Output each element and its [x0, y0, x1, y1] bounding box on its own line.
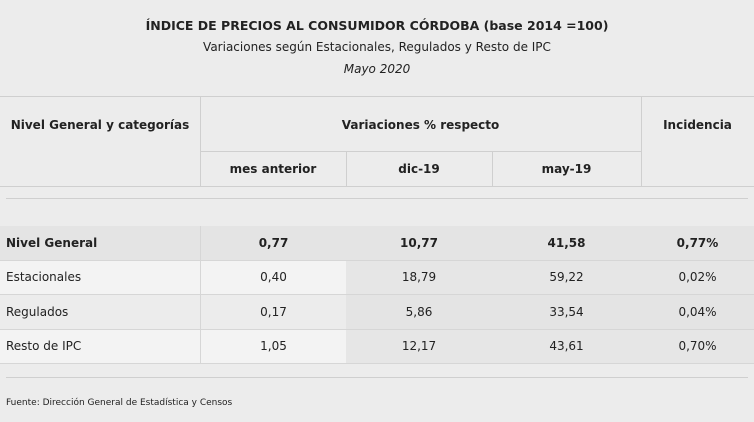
cell: 43,61	[492, 329, 641, 364]
cell: 0,77	[200, 226, 346, 261]
sub-header: dic-19	[398, 162, 440, 176]
cell: 59,22	[492, 260, 641, 295]
cell: 1,05	[200, 329, 346, 364]
title: ÍNDICE DE PRECIOS AL CONSUMIDOR CÓRDOBA …	[145, 17, 609, 33]
cell: 10,77	[346, 226, 492, 261]
cell: 12,17	[346, 329, 492, 364]
cell: 0,04%	[641, 295, 754, 330]
cell: 0,77%	[641, 226, 754, 261]
source: Fuente: Dirección General de Estadística…	[6, 398, 233, 408]
rule	[200, 96, 201, 186]
rule	[6, 377, 748, 378]
cell: 0,40	[200, 260, 346, 295]
cell: 5,86	[346, 295, 492, 330]
subtitle: Variaciones según Estacionales, Regulado…	[203, 40, 551, 54]
rule	[200, 151, 641, 152]
rule	[346, 151, 347, 186]
cell: 0,02%	[641, 260, 754, 295]
rule	[641, 96, 642, 186]
rule	[492, 151, 493, 186]
date: Mayo 2020	[343, 62, 411, 76]
cell: 18,79	[346, 260, 492, 295]
group-header: Variaciones % respecto	[341, 118, 500, 132]
row-label: Resto de IPC	[0, 329, 200, 364]
sub-header: may-19	[541, 162, 592, 176]
row-label: Estacionales	[0, 260, 200, 295]
cell: 41,58	[492, 226, 641, 261]
cell: 0,17	[200, 295, 346, 330]
rule	[6, 198, 748, 199]
row-label: Regulados	[0, 295, 200, 330]
row-label: Nivel General	[0, 226, 200, 261]
rule	[0, 96, 754, 97]
cell: 33,54	[492, 295, 641, 330]
column-header: Nivel General y categorías	[10, 118, 190, 132]
sub-header: mes anterior	[229, 162, 317, 176]
rule	[0, 186, 754, 187]
column-header: Incidencia	[663, 118, 732, 132]
cell: 0,70%	[641, 329, 754, 364]
